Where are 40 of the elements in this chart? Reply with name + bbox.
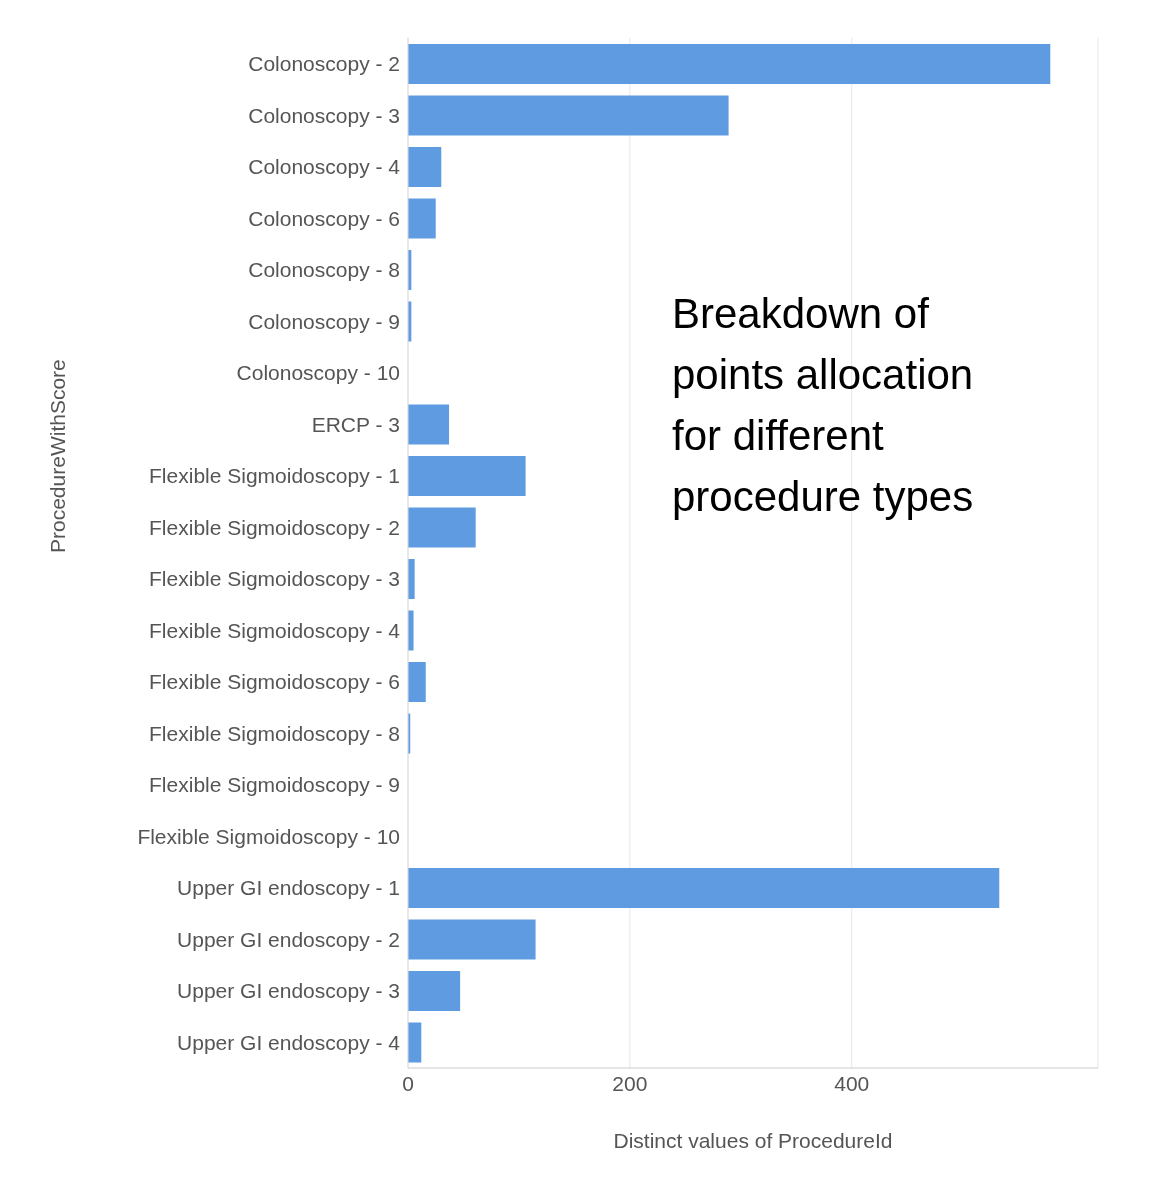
bar xyxy=(408,868,1000,908)
y-tick-label: Colonoscopy - 6 xyxy=(248,206,400,230)
y-tick-label: Colonoscopy - 8 xyxy=(248,258,400,282)
bar xyxy=(408,198,436,239)
y-tick-label: Colonoscopy - 9 xyxy=(248,309,400,333)
bar xyxy=(408,404,450,445)
y-tick-label: Flexible Sigmoidoscopy - 6 xyxy=(149,670,400,694)
y-axis-title: ProcedureWithScore xyxy=(46,359,70,553)
bar xyxy=(408,559,415,599)
bar xyxy=(408,507,476,548)
bar xyxy=(408,610,414,651)
x-tick-label: 0 xyxy=(402,1071,414,1095)
y-tick-label: Colonoscopy - 2 xyxy=(248,52,400,76)
bar xyxy=(408,919,536,960)
bar xyxy=(408,662,426,702)
annotation: Breakdown of points allocation for different procedure types xyxy=(672,289,975,522)
y-tick-label: Flexible Sigmoidoscopy - 9 xyxy=(149,773,400,797)
y-tick-label: Colonoscopy - 3 xyxy=(248,103,400,127)
y-tick-label: Colonoscopy - 10 xyxy=(236,361,400,385)
y-tick-label: Upper GI endoscopy - 1 xyxy=(177,876,400,900)
y-tick-label: Flexible Sigmoidoscopy - 1 xyxy=(149,464,400,488)
y-tick-label: Upper GI endoscopy - 2 xyxy=(177,927,400,951)
y-tick-label: ERCP - 3 xyxy=(311,412,400,436)
bar xyxy=(408,95,729,136)
x-tick-label: 200 xyxy=(612,1071,648,1095)
y-tick-label: Flexible Sigmoidoscopy - 4 xyxy=(149,618,401,642)
bar xyxy=(408,147,442,187)
bar xyxy=(408,44,1051,84)
y-tick-label: Flexible Sigmoidoscopy - 8 xyxy=(149,721,400,745)
y-tick-label: Colonoscopy - 4 xyxy=(248,155,401,179)
y-tick-label: Flexible Sigmoidoscopy - 3 xyxy=(149,567,400,591)
x-tick-label: 400 xyxy=(834,1071,870,1095)
x-axis-title: Distinct values of ProcedureId xyxy=(613,1129,893,1152)
bar xyxy=(408,456,526,496)
y-tick-label: Upper GI endoscopy - 4 xyxy=(177,1030,401,1054)
bar xyxy=(408,971,461,1011)
y-tick-label: Flexible Sigmoidoscopy - 2 xyxy=(149,515,400,539)
y-tick-label: Upper GI endoscopy - 3 xyxy=(177,979,400,1003)
y-tick-label: Flexible Sigmoidoscopy - 10 xyxy=(137,824,400,848)
bar xyxy=(408,1022,422,1063)
